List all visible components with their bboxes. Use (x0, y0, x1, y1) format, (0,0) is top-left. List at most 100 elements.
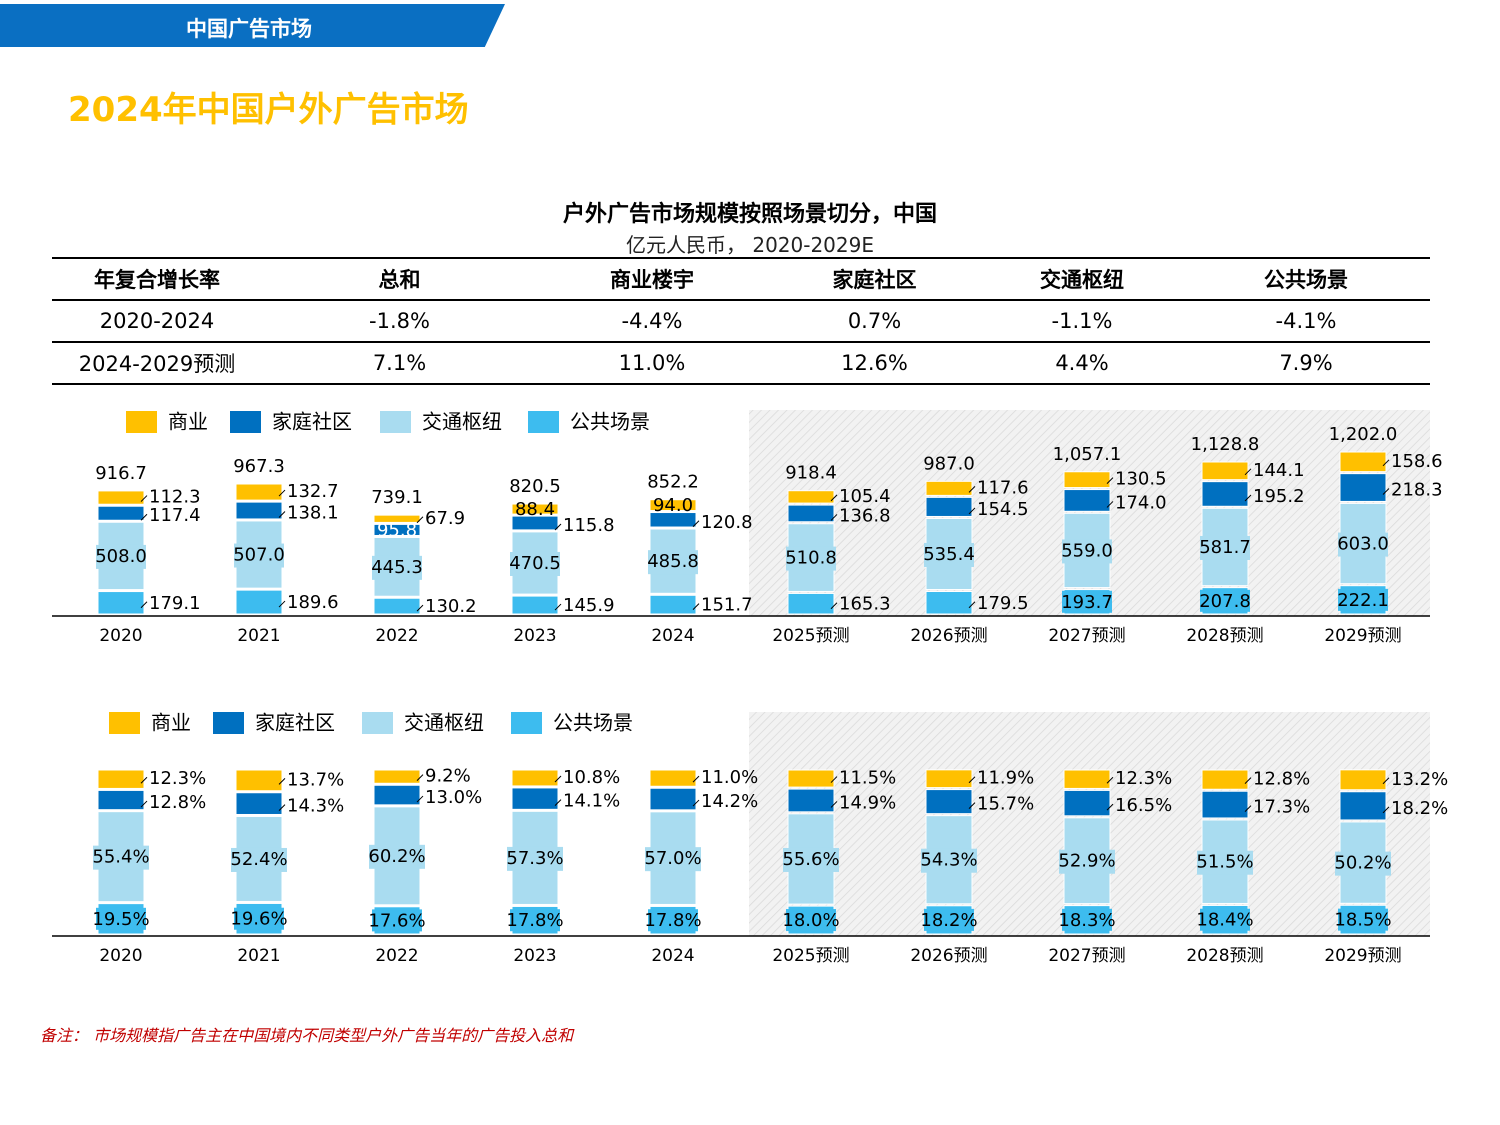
data-label-public: 145.9 (563, 595, 615, 616)
label-leader (416, 604, 424, 612)
legend-label: 交通枢纽 (404, 711, 484, 735)
data-label-bg (234, 907, 284, 930)
cagr-header-cell: 家庭社区 (832, 268, 917, 292)
label-leader (1244, 777, 1252, 784)
data-label-bg (96, 544, 146, 569)
bar-segment (1063, 471, 1111, 489)
data-label-commercial: 94.0 (653, 495, 693, 516)
bar-segment (97, 490, 145, 505)
bar-segment (511, 595, 559, 615)
cagr-header-cell: 公共场景 (1264, 268, 1348, 292)
label-leader (830, 602, 838, 610)
label-leader (692, 520, 700, 528)
label-leader (1106, 477, 1114, 485)
bar-segment (373, 514, 421, 523)
data-label-residential: 14.9% (839, 792, 896, 813)
label-leader (140, 776, 148, 784)
x-tick-label: 2028预测 (1186, 626, 1263, 646)
cagr-header-cell: 交通枢纽 (1040, 268, 1124, 292)
data-label-transport: 57.3% (506, 848, 563, 869)
x-tick-label: 2022 (375, 626, 418, 646)
data-label-commercial: 158.6 (1391, 451, 1443, 472)
data-label-residential: 17.3% (1253, 797, 1310, 818)
x-tick-label: 2024 (651, 946, 694, 966)
bar-segment (649, 499, 697, 512)
bar-segment (97, 591, 145, 615)
bar-segment (925, 480, 973, 496)
bar-segment (1201, 790, 1249, 819)
bar-segment (649, 594, 697, 615)
data-label-commercial: 105.4 (839, 486, 891, 507)
x-tick-label: 2026预测 (910, 946, 987, 966)
data-label-bg (96, 907, 146, 930)
label-leader (692, 799, 700, 807)
bar-segment (97, 505, 145, 521)
bar-segment (1339, 473, 1387, 502)
label-leader (278, 489, 286, 497)
data-label-public: 165.3 (839, 594, 891, 615)
label-leader (1382, 806, 1390, 814)
bar-segment (235, 589, 283, 615)
legend-label: 商业 (168, 410, 208, 434)
data-label-bg (1338, 532, 1388, 557)
data-label-transport: 507.0 (233, 545, 285, 566)
x-tick-label: 2028预测 (1186, 946, 1263, 966)
cagr-header-row: 年复合增长率 总和 商业楼宇 家庭社区 交通枢纽 公共场景 (52, 258, 1430, 300)
data-label-bg (507, 846, 563, 871)
bar-segment (235, 501, 283, 520)
data-label-residential: 117.4 (149, 505, 201, 526)
bar-segment (925, 496, 973, 517)
legend-swatch (511, 712, 542, 734)
data-label-commercial: 11.0% (701, 767, 758, 788)
bar-segment (235, 792, 283, 815)
bar-segment (787, 788, 835, 813)
label-leader (1106, 501, 1114, 508)
data-label-public: 19.6% (230, 909, 287, 930)
label-leader (278, 511, 286, 518)
data-label-transport: 51.5% (1196, 852, 1253, 873)
data-label-bg (921, 848, 977, 873)
data-label-total: 967.3 (233, 456, 285, 477)
data-label-total: 739.1 (371, 487, 423, 508)
data-label-public: 18.0% (782, 910, 839, 931)
data-label-public: 17.8% (506, 910, 563, 931)
bar-segment (649, 787, 697, 811)
label-leader (140, 495, 148, 502)
data-label-residential: 12.8% (149, 792, 206, 813)
data-label-residential: 174.0 (1115, 492, 1167, 513)
label-leader (1106, 776, 1114, 784)
bar-segment (373, 597, 421, 615)
data-label-bg (1200, 589, 1250, 612)
label-leader (554, 603, 562, 611)
data-label-residential: 138.1 (287, 503, 339, 524)
data-label-total: 1,128.8 (1191, 434, 1260, 455)
label-leader (830, 494, 838, 502)
data-label-bg (372, 555, 422, 580)
data-label-transport: 581.7 (1199, 537, 1251, 558)
data-label-bg (1200, 908, 1250, 931)
data-label-transport: 559.0 (1061, 540, 1113, 561)
data-label-bg (369, 844, 425, 869)
label-leader (140, 513, 148, 521)
data-label-transport: 60.2% (368, 846, 425, 867)
chart-subtitle: 亿元人民币， 2020-2029E (625, 233, 874, 257)
data-label-residential: 154.5 (977, 499, 1029, 520)
label-leader (830, 776, 838, 783)
data-label-bg (648, 909, 698, 932)
table-cell: -4.1% (1275, 309, 1337, 333)
data-label-bg (510, 909, 560, 932)
x-tick-label: 2021 (237, 626, 280, 646)
bar-segment (373, 784, 421, 806)
page-title: 2024年中国户外广告市场 (68, 90, 469, 130)
data-label-commercial: 10.8% (563, 767, 620, 788)
data-label-transport: 52.4% (230, 849, 287, 870)
x-tick-label: 2021 (237, 946, 280, 966)
chart-title: 户外广告市场规模按照场景切分，中国 (562, 202, 937, 227)
data-label-public: 193.7 (1061, 592, 1113, 613)
data-label-commercial: 12.8% (1253, 769, 1310, 790)
data-label-commercial: 11.5% (839, 768, 896, 789)
data-label-public: 130.2 (425, 596, 477, 617)
bar-segment (97, 769, 145, 789)
bar-segment (649, 512, 697, 528)
